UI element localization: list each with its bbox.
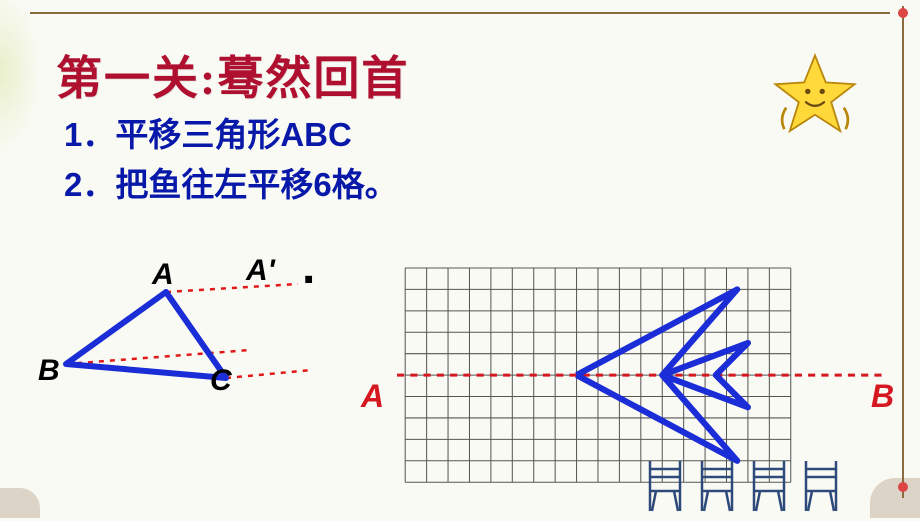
question-2: 2．把鱼往左平移6格。 (64, 158, 398, 206)
corner-dot-tr (898, 8, 908, 18)
question-1: 1．平移三角形ABC (64, 108, 352, 156)
grid-label-B: B (871, 378, 894, 415)
triangle-diagram: A A' . B C (36, 258, 356, 468)
label-A: A (152, 258, 174, 292)
star-icon (770, 50, 860, 140)
slide-title: 第一关:蓦然回首 (56, 42, 409, 108)
label-C: C (210, 364, 232, 398)
label-B: B (38, 354, 60, 388)
grid-label-A: A (361, 378, 384, 415)
edge-decoration-bl (0, 488, 40, 518)
rule-top (30, 12, 890, 14)
label-Aprime: A' (246, 254, 275, 288)
chairs-icon (640, 456, 860, 516)
